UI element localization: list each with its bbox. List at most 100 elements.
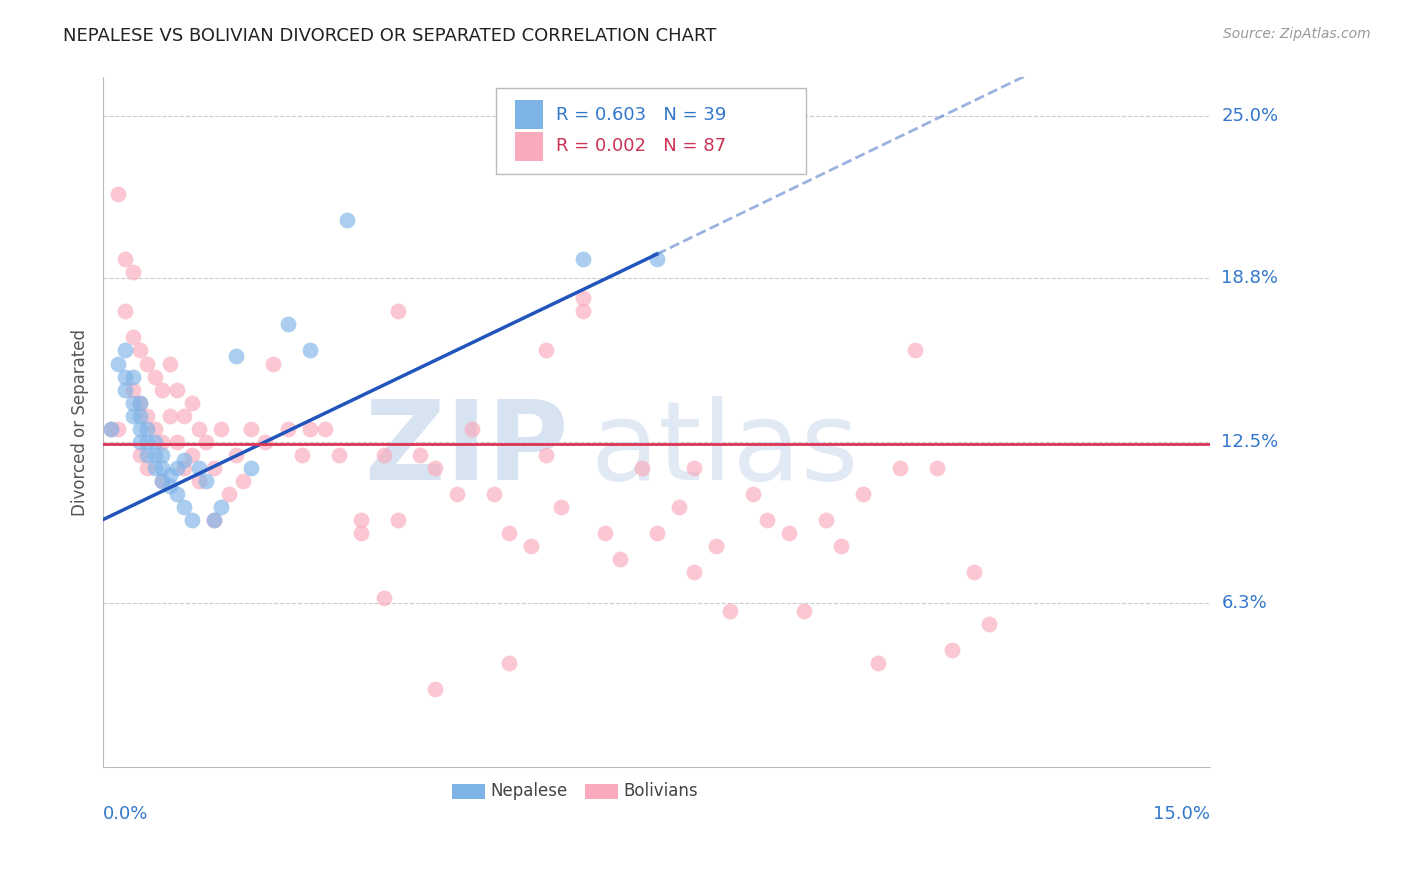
Point (166, 486, 188, 500)
Point (121, 369, 143, 384)
Point (868, 656, 890, 670)
Point (336, 213, 359, 227)
Point (941, 642, 963, 657)
Point (129, 409, 152, 423)
Point (534, 343, 557, 358)
Point (202, 460, 225, 475)
Point (446, 486, 468, 500)
Point (150, 448, 173, 462)
Point (159, 468, 181, 483)
Point (534, 448, 557, 462)
Point (150, 434, 173, 449)
Point (143, 460, 166, 475)
Point (121, 409, 143, 423)
Point (572, 252, 595, 267)
Point (425, 460, 447, 475)
Point (150, 460, 173, 475)
Point (129, 434, 152, 449)
Bar (515, 100, 543, 129)
Bar (585, 784, 617, 799)
Point (350, 525, 373, 540)
Point (114, 383, 136, 397)
Point (609, 551, 631, 566)
Point (159, 479, 181, 493)
Point (756, 512, 779, 526)
Point (136, 448, 159, 462)
Point (107, 187, 129, 202)
Point (720, 603, 742, 617)
Point (461, 421, 484, 435)
Text: 15.0%: 15.0% (1153, 805, 1211, 823)
Point (815, 512, 838, 526)
Point (682, 565, 704, 579)
Text: Bolivians: Bolivians (623, 782, 697, 800)
Point (668, 500, 690, 514)
Point (121, 265, 143, 279)
Point (195, 434, 218, 449)
Point (852, 486, 875, 500)
Point (328, 448, 350, 462)
Point (180, 395, 202, 409)
Point (129, 395, 152, 409)
Point (239, 460, 262, 475)
Bar (515, 132, 543, 161)
Point (159, 357, 181, 371)
Point (925, 460, 948, 475)
Bar (451, 784, 485, 799)
Point (484, 486, 506, 500)
Point (387, 512, 409, 526)
FancyBboxPatch shape (496, 87, 806, 174)
Point (239, 421, 262, 435)
Point (373, 448, 395, 462)
Point (129, 395, 152, 409)
Point (645, 252, 668, 267)
Point (136, 434, 159, 449)
Point (209, 421, 232, 435)
Point (173, 452, 195, 467)
Point (572, 304, 595, 318)
Text: atlas: atlas (591, 396, 859, 503)
Text: 0.0%: 0.0% (103, 805, 149, 823)
Text: 25.0%: 25.0% (1222, 107, 1278, 126)
Point (166, 383, 188, 397)
Point (409, 448, 432, 462)
Text: R = 0.603   N = 39: R = 0.603 N = 39 (555, 105, 727, 124)
Point (121, 383, 143, 397)
Point (180, 512, 202, 526)
Text: 12.5%: 12.5% (1222, 433, 1278, 450)
Point (298, 421, 321, 435)
Point (173, 500, 195, 514)
Point (173, 460, 195, 475)
Point (262, 357, 284, 371)
Point (963, 565, 986, 579)
Point (143, 369, 166, 384)
Point (225, 448, 247, 462)
Point (550, 500, 572, 514)
Point (889, 460, 911, 475)
Point (572, 292, 595, 306)
Text: R = 0.002   N = 87: R = 0.002 N = 87 (555, 137, 725, 155)
Point (498, 656, 520, 670)
Point (173, 409, 195, 423)
Point (114, 304, 136, 318)
Point (645, 525, 668, 540)
Point (143, 434, 166, 449)
Point (350, 512, 373, 526)
Point (425, 681, 447, 696)
Point (121, 395, 143, 409)
Point (188, 421, 211, 435)
Text: 6.3%: 6.3% (1222, 594, 1267, 612)
Point (277, 421, 299, 435)
Point (114, 252, 136, 267)
Point (107, 421, 129, 435)
Point (107, 357, 129, 371)
Point (218, 486, 240, 500)
Point (498, 525, 520, 540)
Point (166, 434, 188, 449)
Point (232, 474, 254, 488)
Point (188, 460, 211, 475)
Point (100, 421, 122, 435)
Text: ZIP: ZIP (364, 396, 568, 503)
Point (977, 616, 1000, 631)
Point (180, 448, 202, 462)
